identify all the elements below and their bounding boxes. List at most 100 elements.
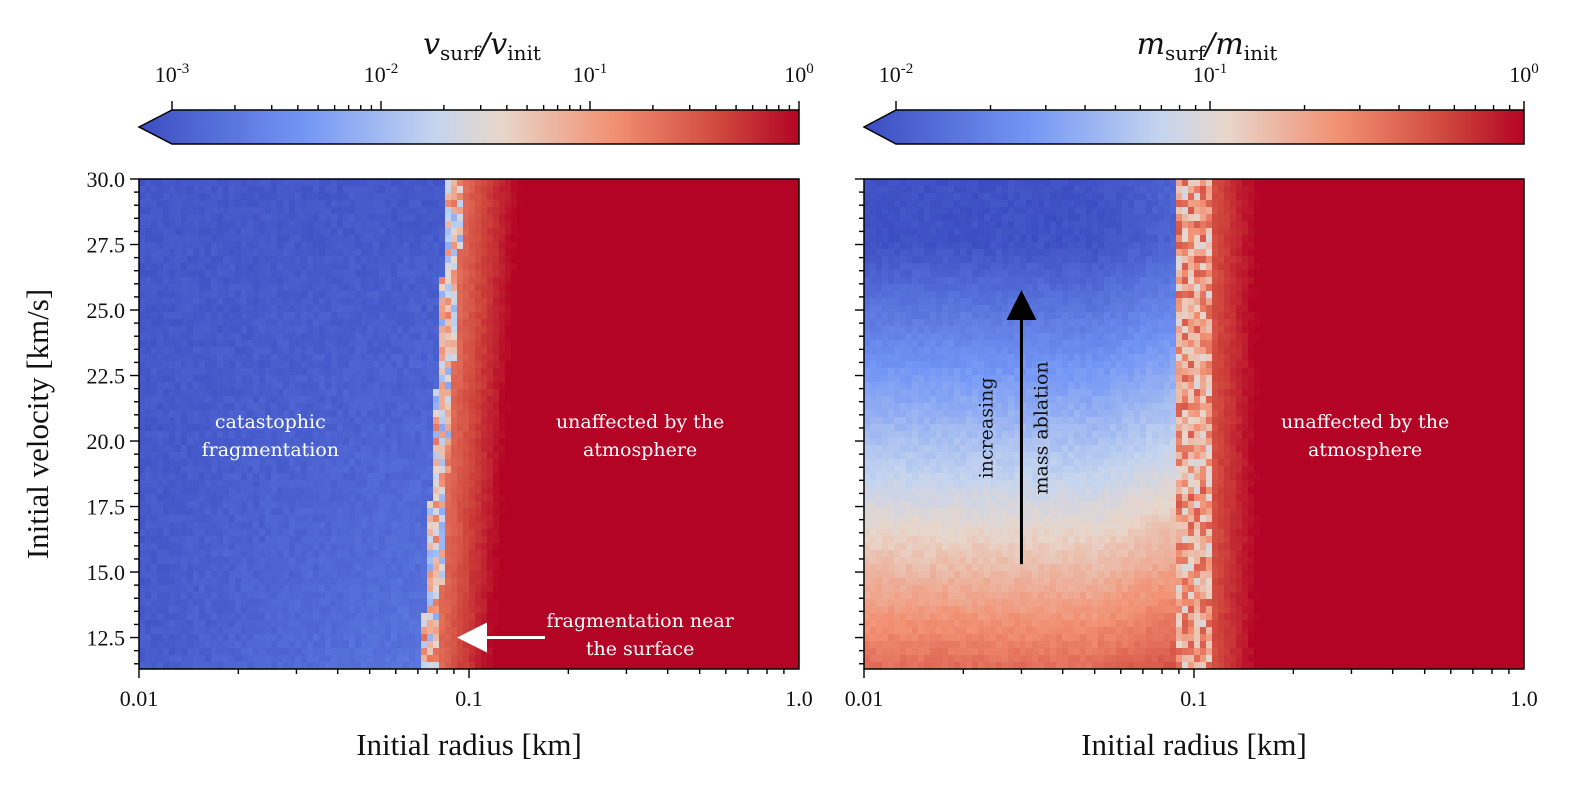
heatmap-cell xyxy=(589,389,596,397)
heatmap-cell xyxy=(427,235,434,243)
heatmap-cell xyxy=(571,200,578,208)
heatmap-cell xyxy=(625,487,632,495)
heatmap-cell xyxy=(301,221,308,229)
heatmap-cell xyxy=(145,424,152,432)
heatmap-cell xyxy=(553,277,560,285)
heatmap-cell xyxy=(529,270,536,278)
heatmap-cell xyxy=(523,480,530,488)
heatmap-cell xyxy=(283,228,290,236)
heatmap-cell xyxy=(703,452,710,460)
heatmap-cell xyxy=(691,200,698,208)
heatmap-cell xyxy=(637,242,644,250)
heatmap-cell xyxy=(745,431,752,439)
heatmap-cell xyxy=(247,291,254,299)
heatmap-cell xyxy=(433,452,440,460)
heatmap-cell xyxy=(757,340,764,348)
heatmap-cell xyxy=(649,445,656,453)
heatmap-cell xyxy=(295,200,302,208)
heatmap-cell xyxy=(559,368,566,376)
heatmap-cell xyxy=(463,375,470,383)
heatmap-cell xyxy=(499,263,506,271)
heatmap-cell xyxy=(481,396,488,404)
heatmap-cell xyxy=(169,277,176,285)
heatmap-cell xyxy=(739,200,746,208)
heatmap-cell xyxy=(145,459,152,467)
heatmap-cell xyxy=(793,207,799,215)
heatmap-cell xyxy=(235,235,242,243)
heatmap-cell xyxy=(157,179,164,187)
heatmap-cell xyxy=(721,410,728,418)
heatmap-cell xyxy=(391,375,398,383)
heatmap-cell xyxy=(643,424,650,432)
heatmap-cell xyxy=(241,284,248,292)
heatmap-cell xyxy=(385,270,392,278)
heatmap-cell xyxy=(235,242,242,250)
heatmap-cell xyxy=(319,389,326,397)
heatmap-cell xyxy=(409,403,416,411)
heatmap-cell xyxy=(481,270,488,278)
heatmap-cell xyxy=(385,179,392,187)
heatmap-cell xyxy=(355,326,362,334)
heatmap-cell xyxy=(739,340,746,348)
heatmap-cell xyxy=(505,480,512,488)
heatmap-cell xyxy=(343,473,350,481)
heatmap-cell xyxy=(709,263,716,271)
heatmap-cell xyxy=(349,193,356,201)
heatmap-cell xyxy=(541,179,548,187)
heatmap-cell xyxy=(673,333,680,341)
heatmap-cell xyxy=(325,389,332,397)
heatmap-cell xyxy=(415,249,422,257)
heatmap-cell xyxy=(523,361,530,369)
heatmap-cell xyxy=(433,256,440,264)
heatmap-cell xyxy=(697,417,704,425)
heatmap-cell xyxy=(463,403,470,411)
heatmap-cell xyxy=(493,487,500,495)
heatmap-cell xyxy=(253,326,260,334)
heatmap-cell xyxy=(247,235,254,243)
heatmap-cell xyxy=(691,249,698,257)
heatmap-cell xyxy=(565,354,572,362)
heatmap-cell xyxy=(337,340,344,348)
heatmap-cell xyxy=(517,445,524,453)
heatmap-cell xyxy=(397,438,404,446)
heatmap-cell xyxy=(271,473,278,481)
heatmap-cell xyxy=(301,347,308,355)
heatmap-cell xyxy=(259,333,266,341)
heatmap-cell xyxy=(781,319,788,327)
heatmap-cell xyxy=(247,228,254,236)
heatmap-cell xyxy=(433,179,440,187)
heatmap-cell xyxy=(469,473,476,481)
heatmap-cell xyxy=(733,473,740,481)
heatmap-cell xyxy=(139,298,146,306)
heatmap-cell xyxy=(787,305,794,313)
heatmap-cell xyxy=(625,326,632,334)
heatmap-cell xyxy=(433,340,440,348)
heatmap-cell xyxy=(613,473,620,481)
heatmap-cell xyxy=(325,466,332,474)
heatmap-cell xyxy=(415,242,422,250)
heatmap-cell xyxy=(457,473,464,481)
heatmap-cell xyxy=(751,263,758,271)
heatmap-cell xyxy=(763,347,770,355)
heatmap-cell xyxy=(241,214,248,222)
heatmap-cell xyxy=(691,312,698,320)
heatmap-cell xyxy=(139,480,146,488)
heatmap-cell xyxy=(595,452,602,460)
heatmap-cell xyxy=(145,473,152,481)
heatmap-cell xyxy=(763,487,770,495)
heatmap-cell xyxy=(685,284,692,292)
heatmap-cell xyxy=(193,452,200,460)
heatmap-cell xyxy=(667,354,674,362)
heatmap-cell xyxy=(559,403,566,411)
heatmap-cell xyxy=(637,382,644,390)
heatmap-cell xyxy=(637,221,644,229)
heatmap-cell xyxy=(439,410,446,418)
heatmap-cell xyxy=(373,466,380,474)
heatmap-cell xyxy=(559,319,566,327)
heatmap-cell xyxy=(271,396,278,404)
heatmap-cell xyxy=(295,242,302,250)
heatmap-cell xyxy=(307,438,314,446)
heatmap-cell xyxy=(541,403,548,411)
heatmap-cell xyxy=(589,284,596,292)
heatmap-cell xyxy=(151,368,158,376)
